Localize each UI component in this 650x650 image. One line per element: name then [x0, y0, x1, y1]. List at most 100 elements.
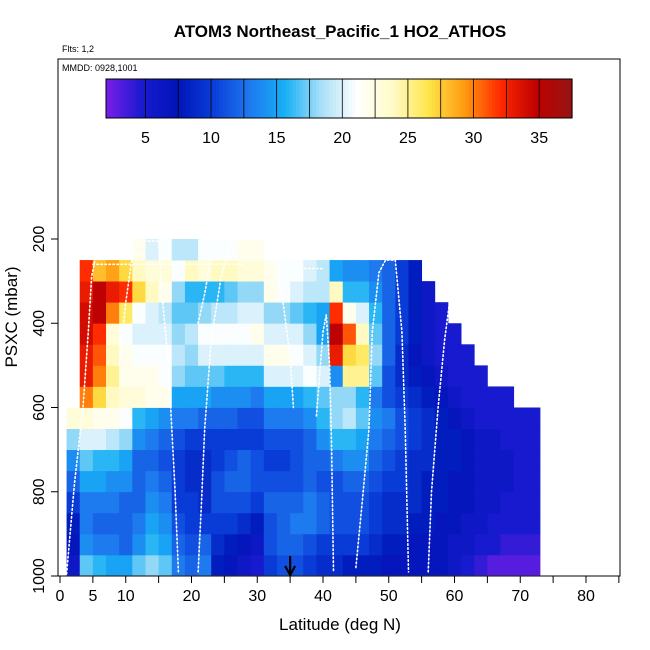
heatmap-cell	[421, 365, 436, 387]
heatmap-cell	[369, 302, 383, 324]
heatmap-cell	[395, 470, 409, 493]
colorbar-swatch	[215, 79, 220, 118]
heatmap-cell	[434, 470, 449, 493]
heatmap-cell	[119, 554, 133, 576]
heatmap-cell	[421, 491, 436, 514]
colorbar-swatch	[152, 79, 157, 118]
colorbar-swatch	[149, 79, 154, 118]
colorbar-swatch	[385, 79, 390, 118]
heatmap-cell	[474, 428, 488, 451]
heatmap-cell	[487, 407, 501, 429]
heatmap-cell	[171, 533, 186, 556]
colorbar-swatch	[415, 79, 420, 118]
colorbar-swatch	[518, 79, 523, 118]
colorbar-swatch	[212, 79, 217, 118]
x-tick-label: 50	[380, 588, 398, 605]
heatmap-cell	[290, 365, 304, 387]
colorbar-swatch	[522, 79, 526, 118]
heatmap-cell	[171, 302, 186, 324]
heatmap-cell	[184, 323, 199, 345]
heatmap-cell	[355, 449, 370, 472]
heatmap-cell	[184, 407, 199, 429]
heatmap-cell	[224, 428, 238, 451]
heatmap-cell	[474, 533, 488, 556]
heatmap-cell	[211, 239, 225, 261]
heatmap-cell	[526, 428, 541, 451]
colorbar-swatch	[395, 79, 400, 118]
colorbar-swatch	[542, 79, 546, 118]
colorbar-swatch	[279, 79, 284, 118]
heatmap-cell	[382, 260, 396, 282]
heatmap-cell	[408, 533, 423, 556]
heatmap-cell	[250, 365, 265, 387]
heatmap-cell	[342, 365, 357, 387]
heatmap-cell	[237, 470, 252, 493]
heatmap-cell	[487, 470, 501, 493]
heatmap-cell	[487, 554, 501, 576]
heatmap-cell	[369, 449, 383, 472]
colorbar-swatch	[319, 79, 323, 118]
colorbar-swatch	[299, 79, 303, 118]
chart-title: ATOM3 Northeast_Pacific_1 HO2_ATHOS	[174, 22, 507, 41]
colorbar-swatch	[412, 79, 417, 118]
colorbar-swatch	[249, 79, 254, 118]
heatmap-cell	[290, 281, 304, 303]
heatmap-cell	[145, 260, 160, 282]
heatmap-cell	[79, 386, 94, 408]
heatmap-cell	[237, 449, 252, 472]
heatmap-cell	[382, 470, 396, 493]
heatmap-cell	[237, 260, 252, 282]
heatmap-cell	[263, 386, 278, 408]
heatmap-cell	[92, 365, 107, 387]
heatmap-cell	[329, 386, 344, 408]
heatmap-cell	[237, 554, 252, 576]
heatmap-cell	[382, 512, 396, 535]
colorbar-tick-label: 35	[530, 130, 548, 147]
heatmap-cell	[276, 302, 291, 324]
heatmap-cell	[92, 323, 107, 345]
colorbar-swatch	[512, 79, 517, 118]
colorbar-swatch	[565, 79, 570, 118]
heatmap-cell	[184, 239, 199, 261]
heatmap-cell	[211, 323, 225, 345]
heatmap-cell	[263, 281, 278, 303]
heatmap-cell	[526, 533, 541, 556]
heatmap-cell	[276, 407, 291, 429]
heatmap-cell	[342, 344, 357, 366]
colorbar-swatch	[488, 79, 493, 118]
heatmap-cell	[395, 554, 409, 576]
colorbar-swatch	[182, 79, 187, 118]
heatmap-cell	[316, 491, 330, 514]
heatmap-cell	[526, 470, 541, 493]
heatmap-cell	[447, 365, 462, 387]
heatmap-cell	[106, 449, 120, 472]
heatmap-cell	[447, 554, 462, 576]
heatmap-cell	[369, 533, 383, 556]
heatmap-cell	[342, 323, 357, 345]
heatmap-cell	[434, 449, 449, 472]
heatmap-cell	[329, 512, 344, 535]
heatmap-cell	[303, 323, 317, 345]
colorbar-swatch	[335, 79, 340, 118]
heatmap-cell	[119, 449, 133, 472]
heatmap-cell	[369, 323, 383, 345]
heatmap-cell	[184, 491, 199, 514]
heatmap-cell	[106, 407, 120, 429]
heatmap-cell	[369, 470, 383, 493]
heatmap-cell	[342, 449, 357, 472]
heatmap-cell	[474, 554, 488, 576]
x-axis: 0 5 10 20 30 40 50 60 70 80	[56, 576, 620, 605]
heatmap-cell	[316, 386, 330, 408]
heatmap-cell	[447, 533, 462, 556]
colorbar-swatch	[289, 79, 293, 118]
heatmap-cell	[355, 344, 370, 366]
heatmap-cell	[106, 260, 120, 282]
colorbar-swatch	[428, 79, 433, 118]
heatmap-cell	[250, 260, 265, 282]
heatmap-cell	[79, 449, 94, 472]
heatmap-cell	[66, 554, 81, 576]
heatmap-cell	[237, 365, 252, 387]
heatmap-cell	[106, 554, 120, 576]
colorbar-swatch	[358, 79, 363, 118]
heatmap-cell	[382, 428, 396, 451]
